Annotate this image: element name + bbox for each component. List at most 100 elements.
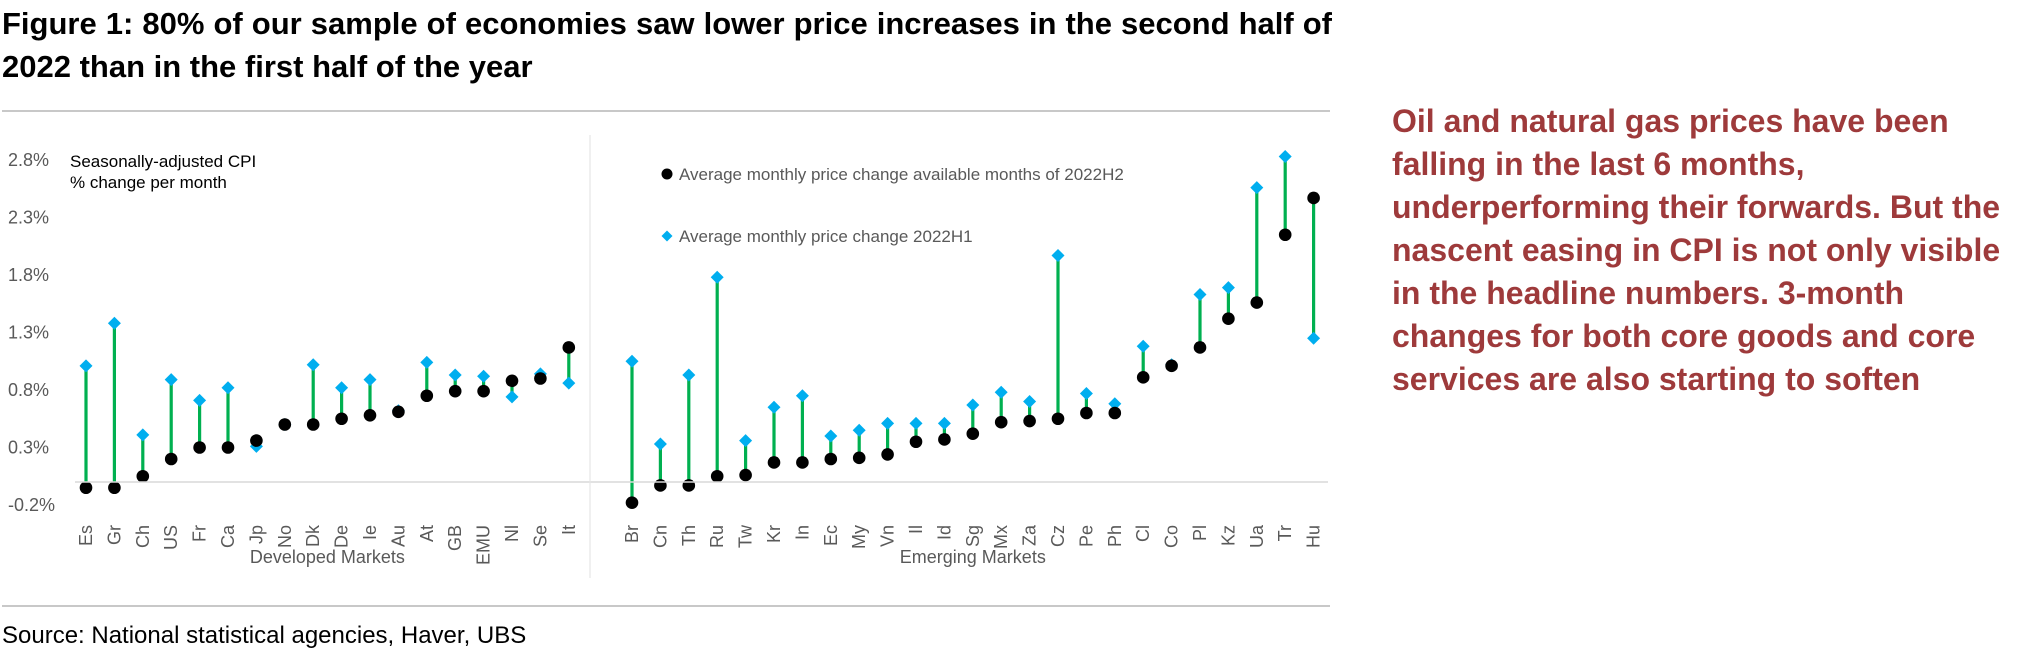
x-tick-label: No [275, 525, 295, 548]
x-tick-label: Cn [650, 525, 670, 548]
x-tick-label: Ie [360, 525, 380, 540]
h2-marker [909, 435, 923, 449]
h2-marker [562, 341, 576, 354]
group-labels: Developed Markets Emerging Markets [250, 547, 1046, 567]
h1-marker [107, 316, 121, 330]
h1-marker [1108, 397, 1122, 411]
x-tick-label: Au [388, 525, 408, 547]
x-tick-label: Vn [878, 525, 898, 547]
x-tick-label: Ph [1105, 525, 1125, 547]
connector-lines [84, 156, 1316, 503]
x-tick-label: Fr [190, 525, 210, 542]
h2-marker [108, 481, 121, 495]
x-tick-label: Dk [303, 524, 323, 547]
h1-marker [937, 416, 951, 430]
h2-marker [682, 479, 696, 492]
x-tick-label: Ua [1247, 524, 1267, 548]
x-tick-label: Il [906, 525, 926, 534]
x-tick-label: Za [1020, 524, 1040, 546]
x-tick-label: Es [76, 525, 96, 546]
h2-marker [306, 418, 320, 431]
y-tick-label: 2.3% [8, 208, 49, 228]
x-tick-label: De [332, 525, 352, 548]
x-tick-label: Nl [502, 525, 522, 542]
h2-marker [420, 389, 434, 403]
h1-marker [966, 398, 980, 412]
h1-marker [1051, 248, 1065, 262]
x-tick-label: Mx [991, 525, 1011, 549]
h2-marker [1307, 191, 1320, 205]
h1-marker [1023, 395, 1037, 408]
chart-note: Seasonally-adjusted CPI % change per mont… [70, 152, 256, 192]
legend: Average monthly price change available m… [661, 165, 1124, 246]
h1-marker [653, 437, 667, 451]
h1-marker [448, 368, 462, 382]
cpi-dumbbell-chart: -0.2% 0.3% 0.8% 1.3% 1.8% 2.3% 2.8% Es Gr Ch US Fr… [8, 135, 1328, 578]
h1-marker [1193, 288, 1207, 302]
h2-marker [221, 441, 235, 454]
y-tick-label: 2.8% [8, 150, 49, 170]
h2-marker [739, 468, 752, 482]
h1-series-markers [79, 150, 1321, 453]
group-label: Developed Markets [250, 547, 405, 567]
x-tick-label: Pe [1076, 525, 1096, 547]
h1-marker [909, 416, 923, 430]
h2-marker [1051, 412, 1065, 426]
figure-title: Figure 1: 80% of our sample of economies… [2, 6, 1332, 84]
h1-marker [852, 423, 866, 437]
x-tick-label: Ru [707, 525, 727, 548]
h2-marker [994, 415, 1008, 429]
x-tick-label: GB [445, 525, 465, 551]
h1-marker [682, 368, 696, 382]
h2-marker [136, 469, 150, 483]
h1-marker [1136, 339, 1150, 353]
h2-marker [1108, 406, 1122, 420]
h2-marker [534, 372, 547, 385]
h2-marker [852, 451, 866, 465]
x-tick-label: Ch [133, 525, 153, 548]
h2-marker [824, 452, 838, 466]
h2-marker [448, 384, 462, 398]
h2-marker [1165, 359, 1178, 373]
source-note: Source: National statistical agencies, H… [2, 622, 527, 649]
y-tick-label: -0.2% [8, 495, 55, 515]
x-tick-label: Se [530, 525, 550, 547]
h2-marker [1250, 296, 1264, 309]
x-tick-label: Cz [1048, 525, 1068, 547]
h1-marker [1079, 386, 1093, 400]
h1-marker [477, 369, 491, 383]
h1-marker [363, 373, 377, 387]
legend-label: Average monthly price change 2022H1 [679, 227, 973, 246]
h1-marker [625, 354, 639, 368]
commentary-text: Oil and natural gas prices have been fal… [1392, 103, 2001, 397]
h2-marker [1222, 312, 1235, 326]
h1-marker [306, 358, 320, 372]
legend-marker [661, 230, 673, 242]
h1-marker [193, 393, 207, 407]
h2-marker [1193, 341, 1207, 354]
h2-marker [335, 412, 348, 426]
y-tick-label: 0.3% [8, 438, 49, 458]
x-tick-label: Sg [963, 525, 983, 547]
h1-marker [824, 429, 838, 443]
x-tick-label: Tw [736, 524, 756, 548]
h1-marker [881, 416, 895, 430]
h1-marker [767, 400, 781, 414]
h2-marker [392, 405, 405, 419]
h1-marker [79, 359, 93, 373]
h1-marker [562, 376, 576, 390]
h2-marker [278, 418, 292, 431]
h2-series-markers [79, 191, 1320, 510]
h2-marker [250, 434, 263, 447]
h2-marker [966, 427, 980, 441]
h2-marker [625, 496, 639, 510]
group-label: Emerging Markets [900, 547, 1046, 567]
y-tick-label: 1.8% [8, 265, 49, 285]
h1-marker [136, 428, 150, 442]
x-tick-label: Tr [1275, 525, 1295, 541]
h2-marker [796, 456, 809, 469]
h2-marker [938, 433, 951, 446]
x-tick-label: Hu [1304, 525, 1324, 548]
h2-marker [1278, 228, 1292, 242]
x-tick-label: EMU [474, 525, 494, 565]
